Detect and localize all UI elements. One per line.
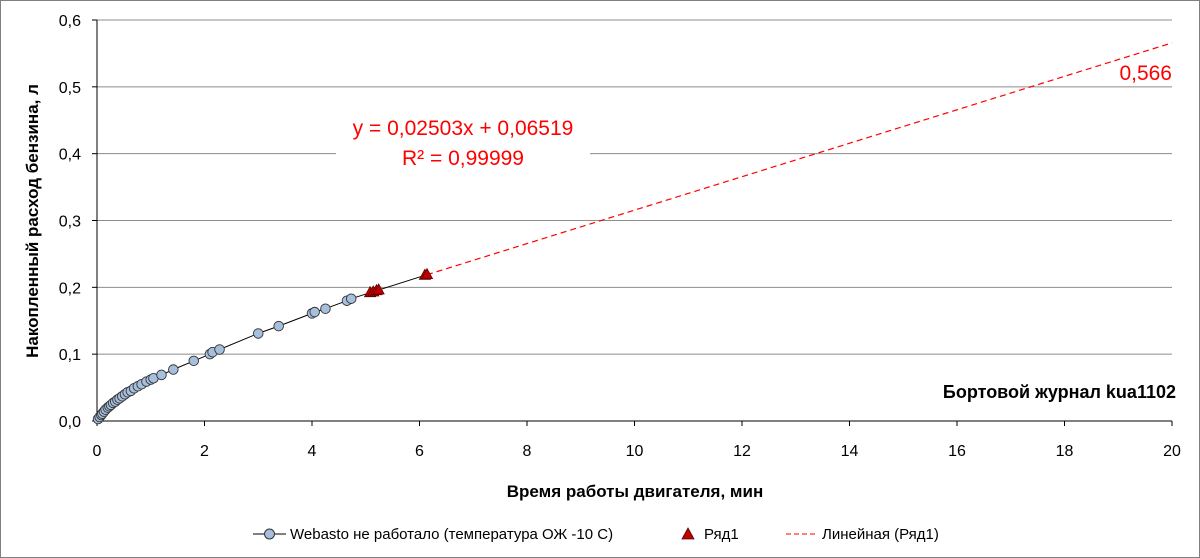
x-tick-label: 12: [733, 443, 751, 460]
data-point-webasto: [345, 293, 357, 304]
data-point-webasto: [156, 369, 167, 381]
legend-label-ryad1: Ряд1: [704, 526, 739, 543]
r-squared-label: R² = 0,99999: [402, 147, 524, 170]
x-tick-label: 8: [523, 443, 532, 460]
data-point-webasto: [309, 306, 320, 318]
x-tick-label: 18: [1056, 443, 1074, 460]
x-tick-label: 6: [415, 443, 424, 460]
x-tick-label: 4: [308, 443, 317, 460]
x-tick-label: 20: [1163, 443, 1181, 460]
y-tick-label: 0,1: [59, 347, 81, 364]
data-point-webasto: [168, 364, 179, 375]
y-tick-label: 0,5: [59, 80, 81, 97]
x-tick-label: 14: [841, 443, 859, 460]
x-tick-label: 2: [200, 443, 209, 460]
x-tick-label: 10: [626, 443, 644, 460]
data-points: [92, 267, 434, 425]
legend-marker-ryad1: [681, 527, 695, 540]
x-tick-label: 0: [93, 443, 102, 460]
legend-marker-webasto: [264, 528, 275, 540]
y-tick-label: 0,2: [59, 280, 81, 297]
data-point-ryad1: [372, 283, 385, 295]
x-axis-title: Время работы двигателя, мин: [507, 482, 763, 501]
y-tick-label: 0,6: [59, 13, 81, 30]
y-tick-label: 0,3: [59, 214, 81, 231]
data-point-webasto: [320, 303, 331, 314]
legend-label-trend: Линейная (Ряд1): [822, 526, 939, 543]
data-point-ryad1: [420, 267, 434, 280]
legend: Webasto не работало (температура ОЖ -10 …: [253, 526, 939, 543]
end-value-label: 0,566: [1119, 62, 1172, 85]
data-point-webasto: [273, 320, 284, 332]
trendline-group: [426, 42, 1173, 276]
equation-box: [336, 112, 590, 178]
gridlines: [97, 19, 1172, 355]
y-tick-label: 0,4: [59, 147, 81, 164]
axes: [92, 19, 1173, 426]
trendline-equation: y = 0,02503x + 0,06519: [353, 117, 574, 140]
x-tick-label: 16: [948, 443, 966, 460]
data-point-webasto: [214, 344, 225, 355]
y-axis-title: Накопленный расход бензина, л: [23, 84, 42, 358]
data-point-webasto: [252, 328, 264, 339]
y-tick-labels: 0,0 0,1 0,2 0,3 0,4 0,5 0,6: [59, 13, 81, 431]
y-tick-label: 0,0: [59, 414, 81, 431]
data-point-webasto: [188, 355, 199, 367]
x-tick-labels: 0 2 4 6 8 10 12 14 16 18 20: [93, 443, 1181, 460]
chart-annotation: Бортовой журнал kua1102: [943, 382, 1176, 402]
legend-label-webasto: Webasto не работало (температура ОЖ -10 …: [290, 526, 613, 543]
trendline: [426, 42, 1173, 276]
